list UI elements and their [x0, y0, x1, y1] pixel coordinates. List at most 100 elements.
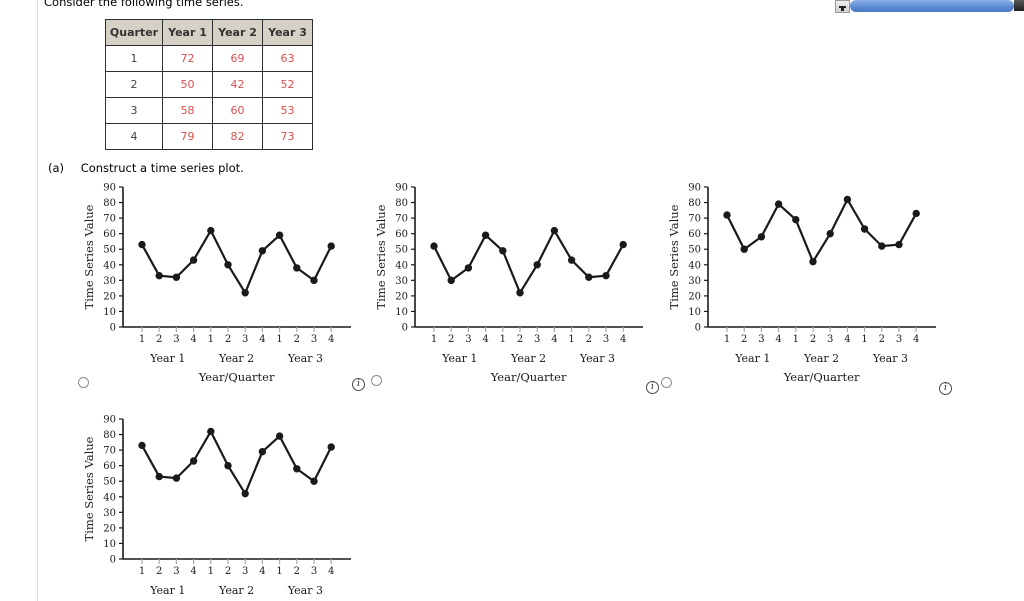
svg-text:Year 1: Year 1: [734, 352, 770, 365]
svg-text:Year 3: Year 3: [579, 352, 615, 365]
table-row: 4 79 82 73: [105, 123, 313, 150]
svg-text:3: 3: [173, 334, 179, 345]
svg-text:10: 10: [688, 307, 701, 318]
time-series-table: Quarter Year 1 Year 2 Year 3 1 72 69 63 2 50 42 52…: [105, 19, 313, 150]
svg-text:2: 2: [225, 566, 231, 577]
svg-text:4: 4: [259, 334, 265, 345]
table-row: 3 58 60 53: [105, 97, 313, 124]
svg-text:0: 0: [402, 323, 408, 334]
svg-text:4: 4: [190, 566, 196, 577]
svg-text:60: 60: [688, 229, 701, 240]
svg-text:0: 0: [110, 323, 116, 334]
svg-text:2: 2: [586, 334, 592, 345]
svg-text:60: 60: [103, 461, 116, 472]
svg-text:4: 4: [259, 566, 265, 577]
svg-text:4: 4: [844, 334, 850, 345]
svg-text:2: 2: [741, 334, 747, 345]
svg-text:50: 50: [688, 245, 701, 256]
value-cell: 58: [162, 97, 213, 124]
svg-text:3: 3: [534, 334, 540, 345]
svg-text:20: 20: [103, 291, 116, 302]
option-c-radio[interactable]: [661, 377, 672, 388]
quarter-cell: 3: [105, 97, 163, 124]
table-header-cell: Year 3: [262, 19, 313, 46]
value-cell: 69: [212, 45, 263, 72]
part-label: (a): [48, 161, 65, 175]
svg-text:Year/Quarter: Year/Quarter: [783, 370, 860, 384]
table-row: 1 72 69 63: [105, 45, 313, 72]
svg-text:1: 1: [861, 334, 867, 345]
svg-text:2: 2: [294, 334, 300, 345]
svg-text:2: 2: [517, 334, 523, 345]
scrollbar-track-end: [1014, 0, 1024, 11]
quarter-cell: 4: [105, 123, 163, 150]
quarter-cell: 1: [105, 45, 163, 72]
svg-text:1: 1: [568, 334, 574, 345]
svg-text:3: 3: [173, 566, 179, 577]
table-header-cell: Year 1: [162, 19, 213, 46]
scrollbar-button[interactable]: [835, 0, 850, 13]
enlarge-info-icon[interactable]: i: [352, 378, 365, 391]
svg-text:3: 3: [827, 334, 833, 345]
svg-text:2: 2: [294, 566, 300, 577]
svg-text:70: 70: [688, 214, 701, 225]
value-cell: 53: [262, 97, 313, 124]
value-cell: 60: [212, 97, 263, 124]
svg-text:4: 4: [190, 334, 196, 345]
svg-text:40: 40: [688, 260, 701, 271]
svg-text:30: 30: [688, 276, 701, 287]
table-header-row: Quarter Year 1 Year 2 Year 3: [105, 19, 313, 46]
svg-text:Year 2: Year 2: [218, 352, 254, 365]
svg-text:3: 3: [242, 566, 248, 577]
svg-text:70: 70: [395, 214, 408, 225]
enlarge-info-icon[interactable]: i: [646, 381, 659, 394]
svg-text:80: 80: [688, 198, 701, 209]
quarter-cell: 2: [105, 71, 163, 98]
svg-text:60: 60: [103, 229, 116, 240]
scrollbar-thumb[interactable]: [850, 0, 1014, 12]
svg-text:Year 2: Year 2: [803, 352, 839, 365]
svg-text:Year 2: Year 2: [510, 352, 546, 365]
question-prompt: Consider the following time series.: [44, 0, 244, 9]
svg-text:4: 4: [328, 334, 334, 345]
value-cell: 73: [262, 123, 313, 150]
time-series-plot-option-b: 0 10 20 30 40 50 60 70 80 90 1 2 3 4 1 2 3 4 1 2 3 4 Year 1 Yea…: [355, 182, 655, 388]
svg-text:1: 1: [500, 334, 506, 345]
svg-text:40: 40: [103, 260, 116, 271]
option-a-radio[interactable]: [78, 377, 89, 388]
svg-text:90: 90: [395, 183, 408, 194]
value-cell: 63: [262, 45, 313, 72]
svg-text:80: 80: [103, 430, 116, 441]
svg-text:2: 2: [810, 334, 816, 345]
svg-text:4: 4: [620, 334, 626, 345]
svg-text:3: 3: [896, 334, 902, 345]
svg-text:Year 1: Year 1: [441, 352, 477, 365]
value-cell: 82: [212, 123, 263, 150]
svg-text:Year 3: Year 3: [287, 352, 323, 365]
svg-text:0: 0: [695, 323, 701, 334]
svg-text:80: 80: [395, 198, 408, 209]
svg-text:20: 20: [103, 523, 116, 534]
svg-text:70: 70: [103, 446, 116, 457]
svg-text:80: 80: [103, 198, 116, 209]
svg-text:2: 2: [156, 334, 162, 345]
table-header-cell: Year 2: [212, 19, 263, 46]
scrollbar-button-icon: [839, 5, 846, 11]
part-text: Construct a time series plot.: [80, 161, 244, 175]
svg-text:90: 90: [688, 183, 701, 194]
svg-text:1: 1: [208, 566, 214, 577]
svg-text:10: 10: [103, 539, 116, 550]
value-cell: 42: [212, 71, 263, 98]
enlarge-info-icon[interactable]: i: [939, 382, 952, 395]
svg-text:50: 50: [395, 245, 408, 256]
svg-text:90: 90: [103, 183, 116, 194]
svg-text:4: 4: [775, 334, 781, 345]
svg-text:4: 4: [328, 566, 334, 577]
svg-text:3: 3: [603, 334, 609, 345]
svg-text:Year 3: Year 3: [287, 584, 323, 597]
svg-text:4: 4: [551, 334, 557, 345]
option-b-radio[interactable]: [371, 375, 382, 386]
svg-text:90: 90: [103, 415, 116, 426]
svg-text:Year 2: Year 2: [218, 584, 254, 597]
svg-text:40: 40: [395, 260, 408, 271]
